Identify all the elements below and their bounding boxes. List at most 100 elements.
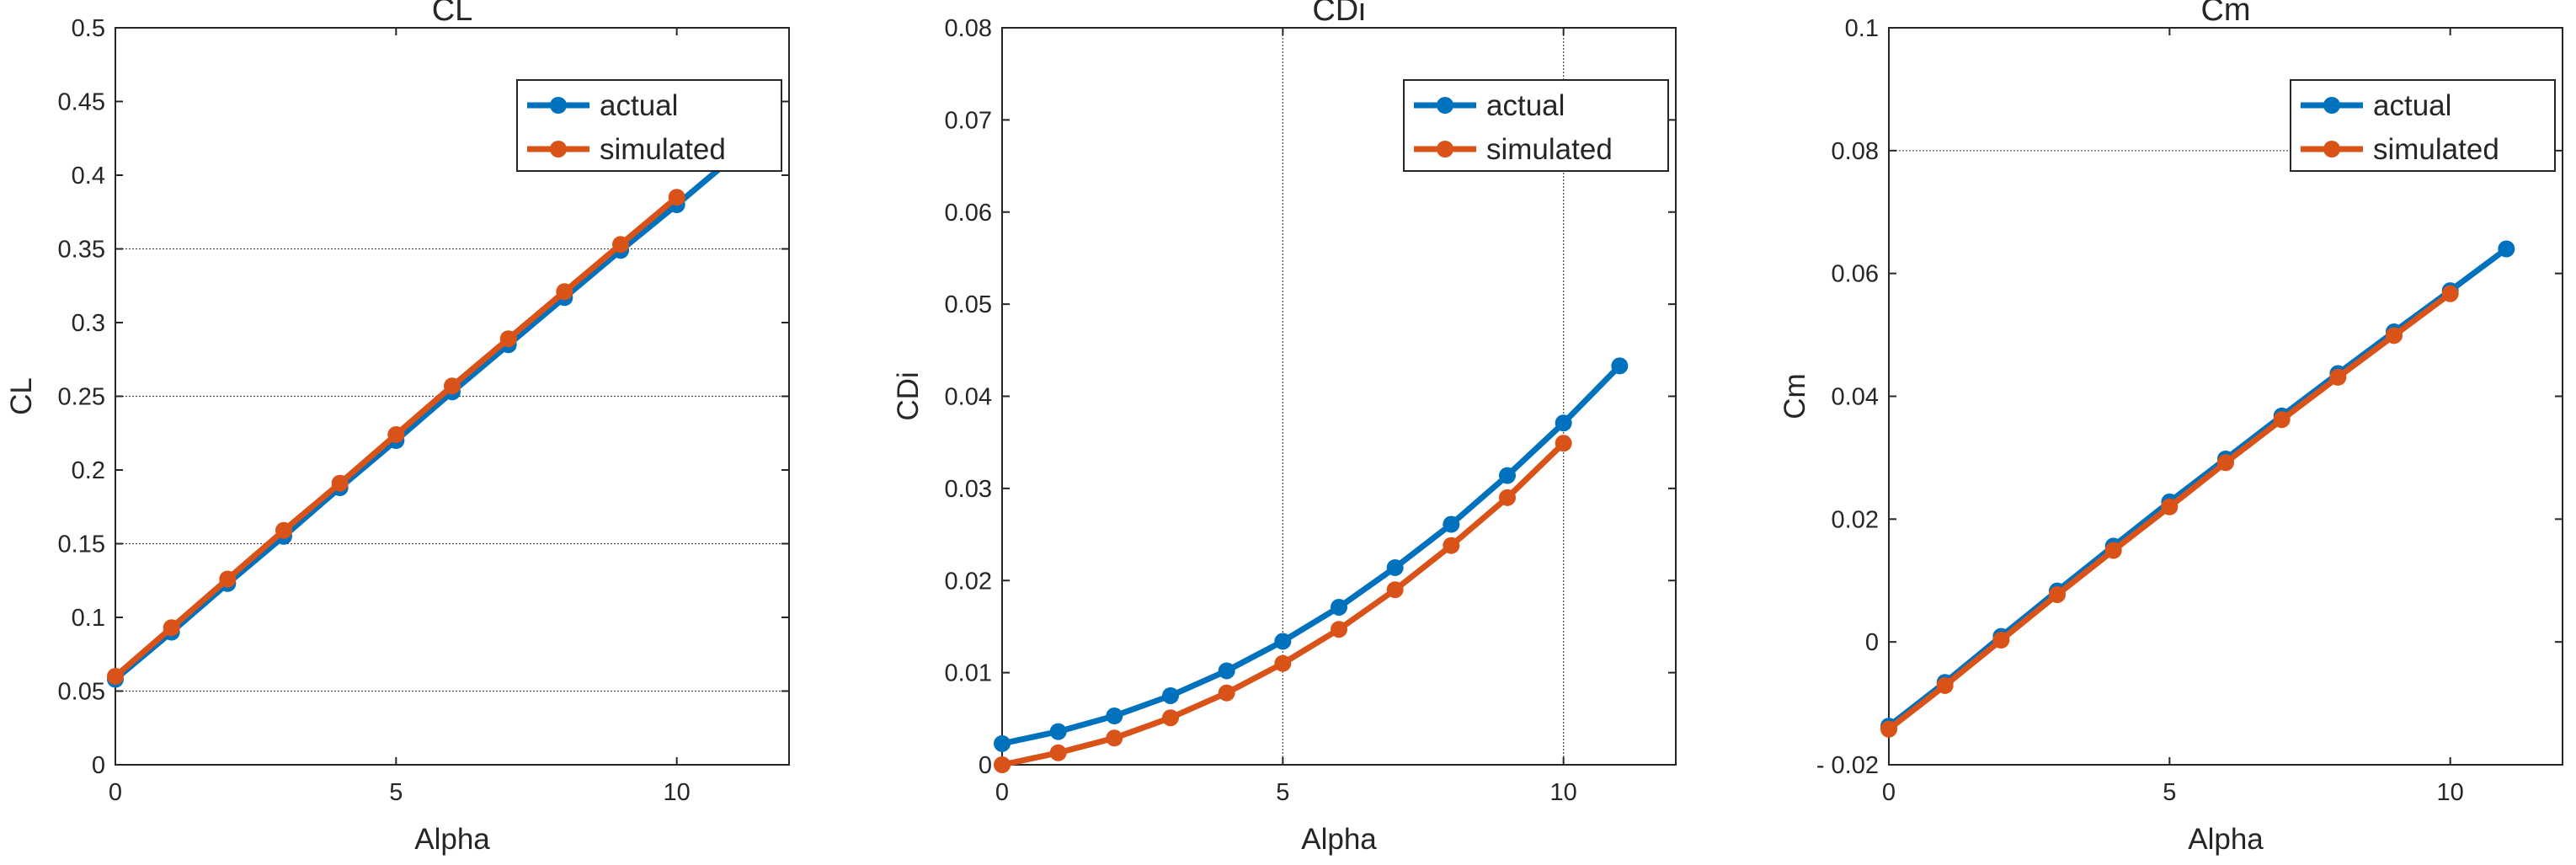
y-tick-label: 0.02 [1832,506,1879,533]
x-tick-label: 5 [2163,779,2176,806]
x-tick-label: 5 [1276,779,1289,806]
data-point-simulated [2273,411,2291,429]
chart-title: CDi [1312,0,1365,28]
data-point-actual [994,734,1011,752]
y-tick-label: 0.05 [945,291,992,318]
data-point-simulated [107,668,124,685]
y-tick-label: 0.08 [945,15,992,42]
legend-marker-actual [1437,97,1453,114]
y-tick-label: 0.03 [945,476,992,503]
y-tick-label: 0.04 [945,384,992,411]
x-tick-label: 0 [1882,779,1896,806]
data-point-simulated [2217,454,2234,472]
y-tick-label: - 0.02 [1816,752,1879,779]
data-point-simulated [994,756,1011,773]
legend-marker-actual [550,97,567,114]
data-point-simulated [2161,498,2179,515]
y-tick-label: 0.5 [72,15,105,42]
data-point-simulated [1992,631,2010,649]
data-point-actual [2498,240,2515,258]
y-axis-label: Cm [1779,373,1811,419]
data-point-simulated [1443,537,1460,554]
data-point-simulated [1218,684,1235,702]
data-point-simulated [2386,327,2403,344]
legend-label-actual: actual [1486,89,1565,122]
data-point-actual [1555,414,1572,432]
data-point-simulated [1331,621,1347,638]
data-point-simulated [2049,586,2066,604]
y-tick-label: 0.1 [1845,15,1879,42]
data-point-actual [1611,357,1629,375]
y-tick-label: 0 [92,752,105,779]
legend-marker-simulated [550,141,567,158]
series-line-actual [113,155,735,682]
subplot-cl: 0 5 10 0 0.05 0.1 0.15 0.2 0.25 0.3 0.35 0.4 0.45 0.5… [5,0,790,856]
data-point-simulated [1106,729,1123,747]
y-tick-label: 0.4 [72,163,105,190]
legend-label-actual: actual [600,89,678,122]
legend: actual simulated [1403,79,1669,172]
data-point-simulated [1936,676,1954,694]
y-tick-label: 0.35 [58,237,105,264]
y-tick-label: 0.06 [1832,261,1879,288]
data-point-actual [1443,515,1460,533]
data-point-simulated [275,521,292,539]
data-point-simulated [444,377,461,395]
data-point-simulated [612,236,629,254]
x-tick-label: 10 [2437,779,2464,806]
y-tick-label: 0.45 [58,89,105,116]
legend: actual simulated [516,79,782,172]
legend-marker-simulated [1437,141,1453,158]
data-point-actual [1218,662,1235,680]
y-tick-label: 0.15 [58,531,105,558]
data-point-simulated [2104,542,2122,559]
data-point-actual [1106,707,1123,725]
legend-label-simulated: simulated [1486,133,1613,166]
data-point-simulated [1499,489,1516,506]
y-tick-label: 0.07 [945,107,992,134]
data-point-actual [1331,598,1347,616]
legend-box [516,79,782,172]
data-point-simulated [668,189,685,206]
y-tick-label: 0 [979,752,992,779]
x-tick-label: 0 [995,779,1009,806]
x-tick-label: 0 [109,779,122,806]
y-tick-label: 0.3 [72,310,105,337]
x-tick-label: 10 [664,779,691,806]
series-line-actual [1001,363,1622,747]
y-tick-label: 0.1 [72,605,105,632]
data-point-actual [1274,633,1292,650]
data-point-actual [1162,686,1179,704]
data-point-simulated [1880,720,1897,738]
legend-label-simulated: simulated [600,133,726,166]
x-axis-label: Alpha [2188,823,2264,856]
legend-label-actual: actual [2373,89,2451,122]
data-point-actual [1499,467,1516,484]
x-axis-label: Alpha [414,823,490,856]
y-tick-label: 0.25 [58,384,105,411]
data-point-simulated [1274,654,1292,672]
data-point-simulated [1386,581,1404,599]
data-point-simulated [163,619,180,637]
y-tick-label: 0.2 [72,457,105,484]
legend-marker-simulated [2323,141,2340,158]
y-tick-label: 0.04 [1832,384,1879,411]
data-point-simulated [1049,744,1067,761]
subplot-cm: 0 5 10- 0.0200.020.040.060.080.1CmAlphaCma… [1779,0,2563,856]
data-point-simulated [331,474,349,492]
data-point-actual [1386,558,1404,576]
data-point-simulated [2329,368,2347,386]
x-axis-label: Alpha [1301,823,1377,856]
legend-marker-actual [2323,97,2340,114]
legend: actual simulated [2290,79,2556,172]
data-point-actual [1049,723,1067,740]
x-tick-label: 10 [1550,779,1577,806]
y-tick-label: 0.06 [945,200,992,227]
y-axis-label: CDi [892,371,925,420]
data-point-simulated [499,330,517,348]
y-tick-label: 0.08 [1832,138,1879,165]
y-tick-label: 0.05 [58,679,105,706]
data-point-simulated [1162,709,1179,727]
data-point-simulated [219,570,237,588]
